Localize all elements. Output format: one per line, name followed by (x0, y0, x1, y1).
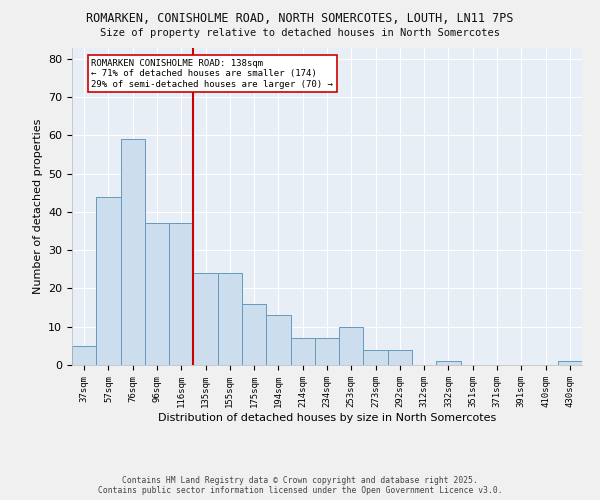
Bar (364, 350, 388, 365)
Bar (558, 361, 582, 365)
Bar (290, 338, 315, 365)
Bar (145, 224, 169, 365)
Bar (242, 304, 266, 365)
Bar (96, 196, 121, 365)
Bar (218, 273, 242, 365)
Bar (315, 338, 339, 365)
Bar (388, 350, 412, 365)
Bar (72, 346, 96, 365)
Bar (169, 224, 193, 365)
Bar (266, 316, 290, 365)
Text: Contains HM Land Registry data © Crown copyright and database right 2025.
Contai: Contains HM Land Registry data © Crown c… (98, 476, 502, 495)
X-axis label: Distribution of detached houses by size in North Somercotes: Distribution of detached houses by size … (158, 412, 496, 422)
Text: ROMARKEN, CONISHOLME ROAD, NORTH SOMERCOTES, LOUTH, LN11 7PS: ROMARKEN, CONISHOLME ROAD, NORTH SOMERCO… (86, 12, 514, 26)
Y-axis label: Number of detached properties: Number of detached properties (32, 118, 43, 294)
Bar (339, 326, 364, 365)
Text: ROMARKEN CONISHOLME ROAD: 138sqm
← 71% of detached houses are smaller (174)
29% : ROMARKEN CONISHOLME ROAD: 138sqm ← 71% o… (91, 59, 334, 89)
Bar (121, 140, 145, 365)
Text: Size of property relative to detached houses in North Somercotes: Size of property relative to detached ho… (100, 28, 500, 38)
Bar (193, 273, 218, 365)
Bar (436, 361, 461, 365)
